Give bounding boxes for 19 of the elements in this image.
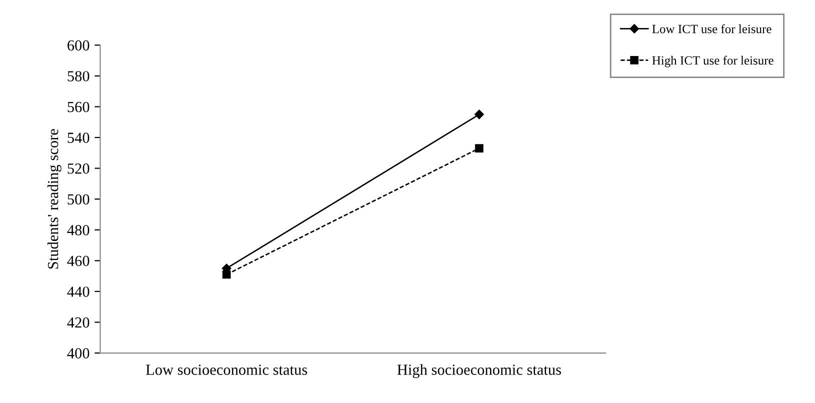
point: [474, 110, 484, 120]
y-tick-label: 560: [68, 102, 90, 112]
y-tick-label: 440: [67, 286, 90, 297]
legend-label: High ICT use for leisure: [652, 56, 774, 68]
point: [222, 270, 231, 279]
y-tick-label: 460: [67, 256, 90, 266]
y-axis-title: Students' reading score: [47, 129, 62, 269]
y-tick-label: 400: [67, 348, 90, 358]
y-tick-label: 520: [68, 163, 90, 174]
x-tick-label: High socioeconomic status: [397, 364, 561, 378]
y-tick-label: 600: [68, 40, 90, 51]
y-tick-label: 480: [67, 225, 90, 236]
point: [475, 144, 484, 152]
legend-label: Low ICT use for leisure: [652, 24, 772, 34]
y-tick-label: 580: [68, 71, 90, 82]
x-tick-label: Low socioeconomic status: [146, 364, 308, 375]
y-tick-label: 540: [68, 132, 90, 143]
y-tick-label: 500: [68, 194, 90, 205]
y-tick-label: 420: [67, 317, 90, 328]
